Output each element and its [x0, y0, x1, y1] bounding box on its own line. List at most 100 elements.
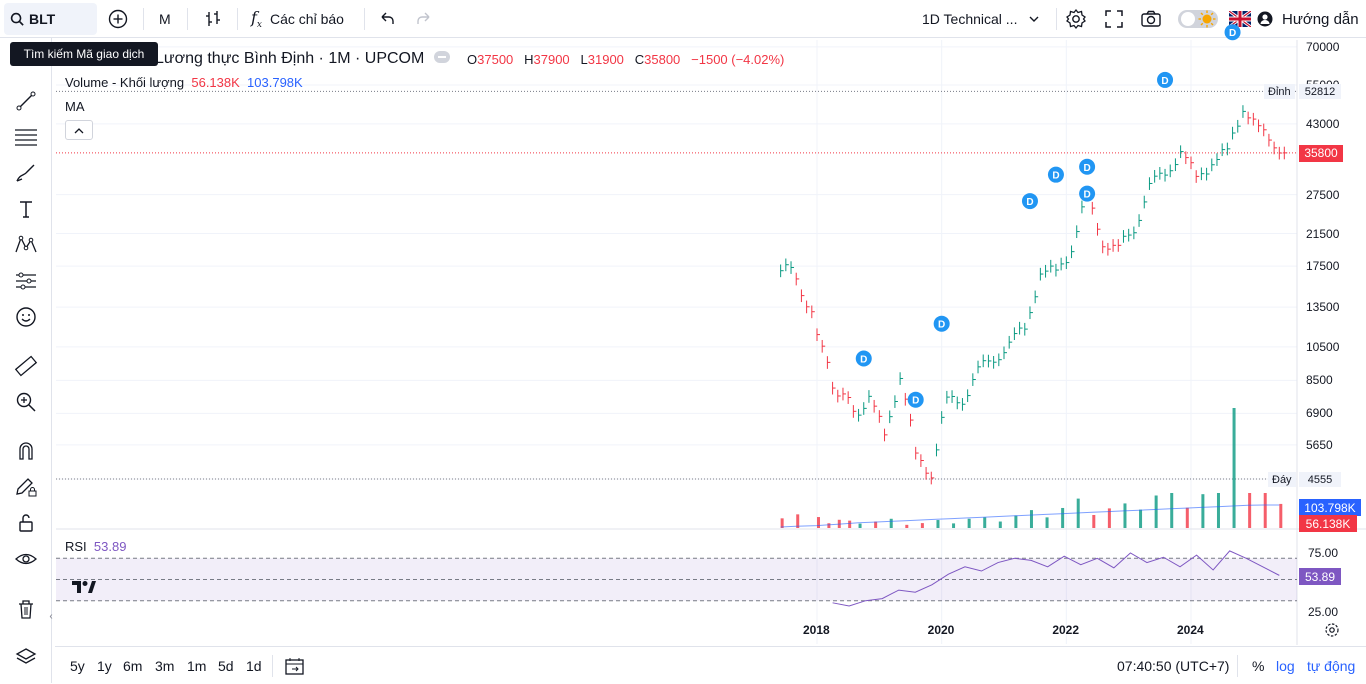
- dividend-letter: D: [1026, 197, 1033, 208]
- dividend-marker: D: [1079, 158, 1096, 175]
- guide-button[interactable]: Hướng dẫn: [1257, 0, 1359, 38]
- rsi-band: [56, 558, 1297, 601]
- separator: [187, 8, 188, 30]
- log-toggle[interactable]: log: [1276, 657, 1295, 674]
- volume-bar: [817, 517, 820, 528]
- dividend-letter: D: [938, 320, 945, 331]
- settings-button[interactable]: [1065, 0, 1087, 38]
- screenshot-button[interactable]: [1140, 0, 1162, 38]
- volume-bar: [1123, 503, 1127, 528]
- dividend-marker: D: [1079, 185, 1096, 202]
- collapse-legend-button[interactable]: [65, 120, 93, 140]
- symbol-label: BLT: [29, 11, 56, 27]
- lock-open-icon: [19, 514, 33, 532]
- tradingview-logo[interactable]: [68, 574, 100, 600]
- lock-drawing-tool[interactable]: [10, 472, 42, 502]
- chevron-down-icon: [1029, 16, 1039, 22]
- volume-bar: [1154, 495, 1158, 528]
- zoom-tool[interactable]: [10, 387, 42, 417]
- price-tick-label: 70000: [1306, 39, 1340, 54]
- indicators-label: Các chỉ báo: [270, 11, 344, 27]
- fib-tool[interactable]: [10, 122, 42, 152]
- clock-label[interactable]: 07:40:50 (UTC+7): [1117, 657, 1230, 674]
- compare-button[interactable]: [108, 0, 130, 38]
- object-tree-button[interactable]: [10, 642, 42, 672]
- range-1y[interactable]: 1y: [97, 657, 112, 674]
- volume-ma-value: 103.798K: [247, 75, 303, 90]
- chevron-up-icon: [74, 127, 84, 133]
- uk-flag-icon: [1229, 11, 1251, 27]
- volume-bar: [1107, 508, 1111, 528]
- volume-bar: [952, 523, 956, 528]
- lock-tool[interactable]: [10, 508, 42, 538]
- rsi-pane: [56, 550, 1297, 607]
- range-3m[interactable]: 3m: [155, 657, 175, 674]
- separator: [1237, 655, 1238, 677]
- range-1d[interactable]: 1d: [246, 657, 262, 674]
- separator: [364, 8, 365, 30]
- brush-icon: [16, 164, 35, 182]
- range-5d[interactable]: 5d: [218, 657, 234, 674]
- ruler-icon: [14, 355, 38, 377]
- undo-button[interactable]: [378, 0, 396, 38]
- hide-tool[interactable]: [10, 544, 42, 574]
- indicators-button[interactable]: fx Các chỉ báo: [251, 0, 344, 38]
- symbol-search-box[interactable]: BLT: [4, 3, 97, 35]
- magnet-tool[interactable]: [10, 436, 42, 466]
- forecast-tool[interactable]: [10, 266, 42, 296]
- volume-bar: [920, 523, 924, 528]
- text-icon: [20, 201, 32, 218]
- delete-tool[interactable]: [10, 594, 42, 624]
- layout-dropdown[interactable]: 1D Technical ...: [922, 0, 1039, 38]
- auto-toggle[interactable]: tự động: [1307, 657, 1356, 674]
- theme-toggle[interactable]: [1177, 0, 1219, 38]
- dividend-circle: [933, 315, 950, 332]
- separator: [237, 8, 238, 30]
- layers-icon: [15, 648, 37, 664]
- volume-bar: [1263, 493, 1267, 528]
- volume-bar: [889, 518, 893, 528]
- range-6m[interactable]: 6m: [123, 657, 143, 674]
- separator: [272, 655, 273, 677]
- plus-circle-icon: [108, 9, 128, 29]
- axis-settings-button[interactable]: [1324, 622, 1340, 643]
- pattern-tool[interactable]: [10, 230, 42, 260]
- volume-bar: [967, 518, 971, 528]
- dividend-circle: [1047, 166, 1064, 183]
- measure-tool[interactable]: [10, 351, 42, 381]
- trendline-tool[interactable]: [10, 86, 42, 116]
- dividend-letter: D: [1083, 163, 1090, 174]
- legend-settings-button[interactable]: [434, 51, 450, 63]
- volume-bar: [858, 523, 862, 528]
- dividend-marker: D: [933, 315, 950, 332]
- volume-bar: [874, 521, 878, 528]
- interval-button[interactable]: M: [159, 11, 171, 27]
- bottom-toolbar: 5y 1y 6m 3m 1m 5d 1d 07:40:50 (UTC+7) % …: [55, 646, 1366, 683]
- gear-small-icon: [1325, 623, 1339, 637]
- volume-bar: [1201, 494, 1205, 528]
- guide-label: Hướng dẫn: [1282, 10, 1359, 28]
- range-1m[interactable]: 1m: [187, 657, 207, 674]
- fullscreen-button[interactable]: [1104, 0, 1124, 38]
- redo-button[interactable]: [415, 0, 433, 38]
- dividend-letter: D: [1229, 28, 1236, 39]
- volume-label: Volume - Khối lượng: [65, 75, 185, 90]
- language-button[interactable]: [1229, 0, 1251, 38]
- volume-value: 56.138K: [191, 75, 240, 90]
- emoji-tool[interactable]: [10, 302, 42, 332]
- percent-toggle[interactable]: %: [1252, 657, 1265, 674]
- price-tick-label: 6900: [1306, 406, 1333, 421]
- low-tag: Đáy: [1268, 472, 1296, 487]
- brush-tool[interactable]: [10, 158, 42, 188]
- chart-type-button[interactable]: [203, 0, 223, 38]
- pane-collapse-handle[interactable]: ‹: [49, 610, 53, 622]
- text-tool[interactable]: [10, 194, 42, 224]
- user-icon: [1257, 11, 1273, 27]
- range-5y[interactable]: 5y: [70, 657, 85, 674]
- layout-name: 1D Technical ...: [922, 11, 1018, 27]
- volume-bar: [1061, 507, 1065, 528]
- low-label: L: [580, 52, 588, 67]
- price-tick-label: 8500: [1306, 373, 1333, 388]
- go-to-date-button[interactable]: [284, 647, 306, 684]
